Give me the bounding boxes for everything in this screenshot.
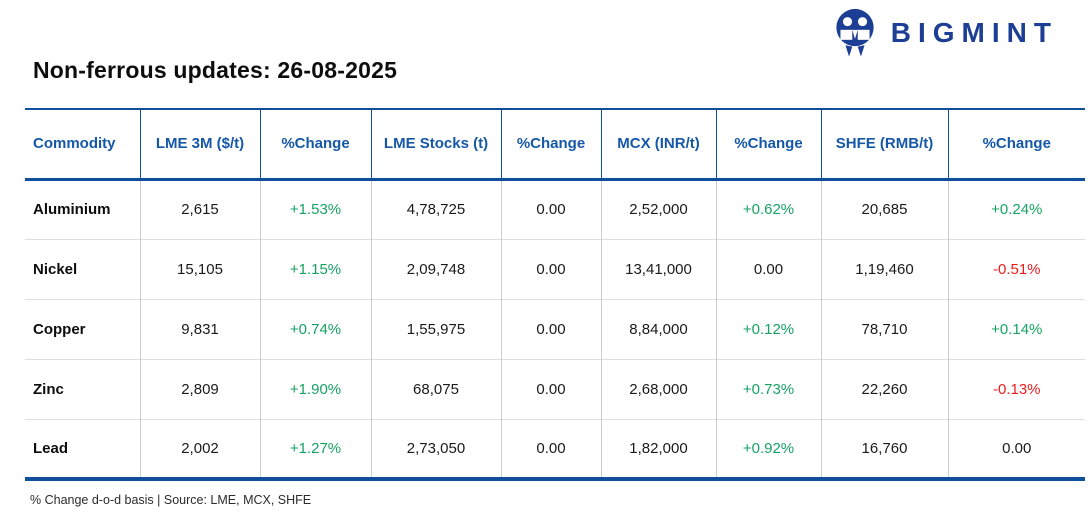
value-cell: 78,710 [820,298,948,359]
value-cell: 2,73,050 [370,418,501,481]
table-header-row: Commodity LME 3M ($/t) %Change LME Stock… [25,108,1085,181]
table-row-nickel: Nickel 15,105 +1.15% 2,09,748 0.00 13,41… [25,238,1085,299]
column-header-lme-stocks-change: %Change [500,108,601,181]
pct-cell: -0.51% [947,238,1085,299]
column-header-lme-3m-change: %Change [259,108,371,181]
value-cell: 2,68,000 [600,358,716,419]
pct-cell: +1.90% [259,358,371,419]
value-cell: 1,19,460 [820,238,948,299]
value-cell: 16,760 [820,418,948,481]
value-cell: 4,78,725 [370,179,501,239]
column-header-lme-stocks: LME Stocks (t) [370,108,501,181]
value-cell: 22,260 [820,358,948,419]
column-header-shfe-change: %Change [947,108,1085,181]
brand-wordmark: BIGMINT [890,17,1058,48]
commodity-table: Commodity LME 3M ($/t) %Change LME Stock… [25,108,1085,481]
value-cell: 1,82,000 [600,418,716,481]
pct-cell: -0.13% [947,358,1085,419]
pct-cell: +0.12% [715,298,821,359]
commodity-cell: Nickel [25,238,140,299]
value-cell: 2,809 [139,358,260,419]
table-row-lead: Lead 2,002 +1.27% 2,73,050 0.00 1,82,000… [25,418,1085,481]
pct-cell: 0.00 [500,179,601,239]
pct-cell: 0.00 [947,418,1085,481]
value-cell: 2,09,748 [370,238,501,299]
value-cell: 2,002 [139,418,260,481]
pct-cell: +1.53% [259,179,371,239]
pct-cell: 0.00 [500,298,601,359]
column-header-mcx-change: %Change [715,108,821,181]
pct-cell: +1.27% [259,418,371,481]
value-cell: 1,55,975 [370,298,501,359]
table-row-zinc: Zinc 2,809 +1.90% 68,075 0.00 2,68,000 +… [25,358,1085,419]
brand-logo: BIGMINT [831,8,1058,58]
pct-cell: +0.73% [715,358,821,419]
value-cell: 9,831 [139,298,260,359]
value-cell: 68,075 [370,358,501,419]
table-row-aluminium: Aluminium 2,615 +1.53% 4,78,725 0.00 2,5… [25,179,1085,239]
pct-cell: 0.00 [500,418,601,481]
commodity-cell: Zinc [25,358,140,419]
pct-cell: +0.24% [947,179,1085,239]
pct-cell: 0.00 [500,358,601,419]
value-cell: 2,615 [139,179,260,239]
pct-cell: 0.00 [715,238,821,299]
pct-cell: 0.00 [500,238,601,299]
pct-cell: +0.14% [947,298,1085,359]
commodity-cell: Lead [25,418,140,481]
column-header-mcx: MCX (INR/t) [600,108,716,181]
footnote: % Change d-o-d basis | Source: LME, MCX,… [30,493,312,507]
value-cell: 2,52,000 [600,179,716,239]
bigmint-logo-icon [836,8,874,57]
column-header-lme-3m: LME 3M ($/t) [139,108,260,181]
column-header-commodity: Commodity [25,108,140,181]
commodity-cell: Copper [25,298,140,359]
pct-cell: +0.74% [259,298,371,359]
value-cell: 8,84,000 [600,298,716,359]
pct-cell: +0.92% [715,418,821,481]
page-title: Non-ferrous updates: 26-08-2025 [33,57,398,83]
value-cell: 15,105 [139,238,260,299]
value-cell: 20,685 [820,179,948,239]
table-row-copper: Copper 9,831 +0.74% 1,55,975 0.00 8,84,0… [25,298,1085,359]
commodity-cell: Aluminium [25,179,140,239]
column-header-shfe: SHFE (RMB/t) [820,108,948,181]
value-cell: 13,41,000 [600,238,716,299]
pct-cell: +0.62% [715,179,821,239]
pct-cell: +1.15% [259,238,371,299]
